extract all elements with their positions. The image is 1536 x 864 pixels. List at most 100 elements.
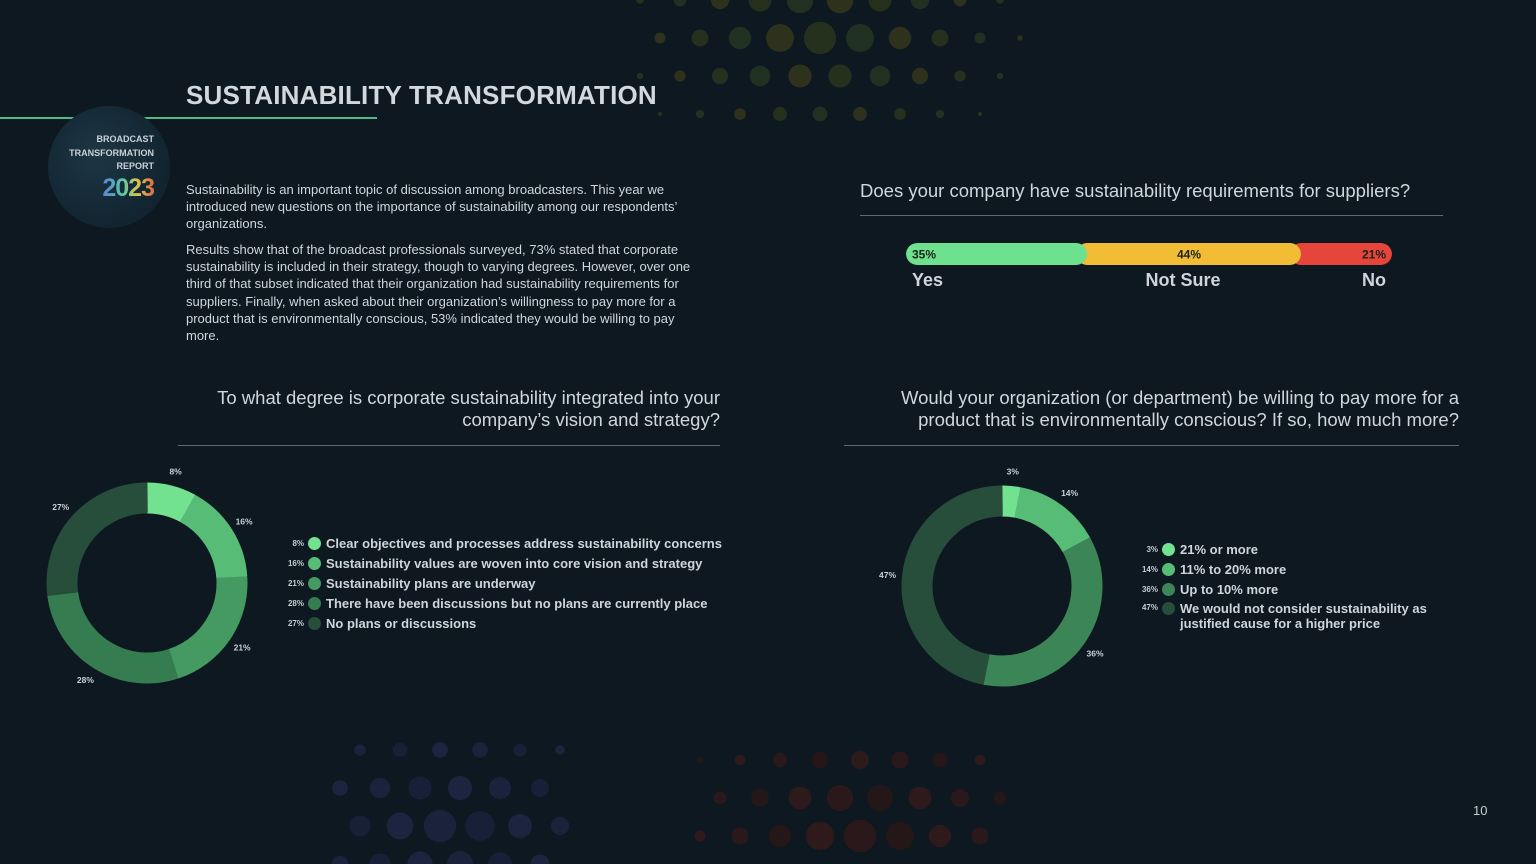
donut-slice-label: 28% [77, 675, 94, 685]
legend-swatch [308, 536, 321, 550]
legend-percent: 8% [292, 538, 304, 548]
donut-slice [1014, 487, 1090, 553]
background-dot [931, 29, 949, 47]
background-dot [513, 743, 527, 757]
legend-label: Sustainability plans are underway [326, 575, 536, 591]
background-dot [974, 32, 986, 44]
legend-item: 47% We would not consider sustainability … [1142, 599, 1432, 633]
background-dot [447, 775, 473, 801]
donut-slice [168, 576, 248, 679]
background-dot [674, 70, 686, 82]
background-dot [332, 780, 348, 796]
badge-year: 2023 [102, 174, 155, 202]
report-badge: BROADCAST TRANSFORMATION REPORT 2023 [48, 106, 170, 228]
donut-slice [146, 482, 196, 522]
donut-slice [982, 537, 1103, 687]
legend-item: 16% Sustainability values are woven into … [288, 553, 738, 573]
donut-slice [901, 485, 1003, 685]
background-dot [843, 819, 877, 853]
background-dot [811, 751, 829, 769]
background-dot [853, 107, 867, 121]
background-dot [369, 777, 391, 799]
pay-more-legend: 3% 21% or more 14% 11% to 20% more 36% Up to … [1142, 539, 1432, 633]
stacked-bar-category-yes: Yes [912, 270, 944, 290]
strategy-integration-legend: 8% Clear objectives and processes address… [288, 533, 738, 633]
legend-label: No plans or discussions [326, 615, 477, 631]
background-dot [910, 0, 930, 10]
legend-label: Clear objectives and processes address s… [326, 535, 722, 551]
background-dot [996, 0, 1004, 4]
donut-slice-label: 3% [1007, 467, 1020, 477]
background-dot [386, 812, 414, 840]
badge-line-2: TRANSFORMATION [69, 147, 154, 158]
pay-more-donut: 3% 14% 36% 47% [879, 467, 1104, 687]
legend-label: Sustainability values are woven into cor… [326, 555, 703, 571]
background-dot [657, 111, 663, 117]
legend-label: 11% to 20% more [1180, 561, 1287, 577]
background-dot [894, 108, 906, 120]
background-dot [766, 24, 794, 52]
background-dot [489, 777, 511, 799]
legend-swatch [308, 616, 321, 630]
background-dot [673, 0, 687, 7]
background-dot [731, 827, 749, 845]
donut-slice-label: 47% [879, 570, 896, 580]
intro-paragraph-1: Sustainability is an important topic of … [186, 182, 677, 232]
background-dot [734, 108, 746, 120]
background-dot [734, 754, 746, 766]
page-number: 10 [1473, 803, 1488, 818]
background-dot [788, 786, 812, 810]
badge-line-1: BROADCAST [96, 134, 155, 144]
background-dot [697, 757, 703, 763]
background-dot [911, 67, 929, 85]
supplier-requirements-stacked-bar: 35% 44% 21% [906, 243, 1392, 265]
title-accent-line [0, 117, 377, 119]
background-dot [691, 29, 709, 47]
legend-label: 21% or more [1180, 541, 1259, 557]
legend-item: 21% Sustainability plans are underway [288, 573, 738, 593]
background-dot [531, 779, 549, 797]
stacked-bar-value-label: 21% [1362, 248, 1386, 262]
background-dot [977, 111, 983, 117]
background-dot [826, 784, 854, 812]
background-dot [993, 791, 1007, 805]
background-dot [710, 0, 730, 10]
background-dot [550, 816, 570, 836]
background-dot [812, 106, 828, 122]
legend-swatch [1162, 562, 1175, 576]
legend-percent: 14% [1141, 564, 1158, 574]
background-dot [751, 789, 769, 807]
legend-percent: 3% [1146, 544, 1158, 554]
background-dot [711, 67, 729, 85]
background-dot [423, 809, 457, 843]
stacked-bar-segment-not-sure [1076, 243, 1301, 265]
stacked-bar-segment-no [1289, 243, 1392, 265]
donut-slice [47, 591, 179, 684]
badge-label: BROADCAST TRANSFORMATION REPORT [54, 133, 154, 174]
background-dot [869, 65, 891, 87]
background-dot [805, 821, 835, 851]
background-dot [851, 751, 869, 769]
legend-percent: 47% [1141, 603, 1158, 612]
background-dot [713, 791, 727, 805]
legend-percent: 28% [287, 598, 304, 608]
donut-slice [180, 495, 248, 580]
pay-more-question: Would your organization (or department) … [900, 387, 1459, 430]
legend-swatch [308, 596, 321, 610]
background-dot [654, 32, 666, 44]
donut-slice [46, 482, 148, 596]
stacked-bar-segment-yes [906, 243, 1088, 265]
background-dot [935, 109, 945, 119]
background-dot [828, 64, 852, 88]
legend-item: 3% 21% or more [1146, 539, 1432, 559]
background-dot [846, 24, 874, 52]
background-dot [1017, 35, 1023, 41]
background-dot [888, 26, 912, 50]
background-dot [636, 72, 644, 80]
question-divider [860, 215, 1443, 216]
background-dot [392, 742, 408, 758]
stacked-bar-value-label: 35% [912, 248, 936, 262]
background-dot [407, 851, 433, 864]
background-dot [953, 0, 967, 7]
background-dot [885, 821, 915, 851]
